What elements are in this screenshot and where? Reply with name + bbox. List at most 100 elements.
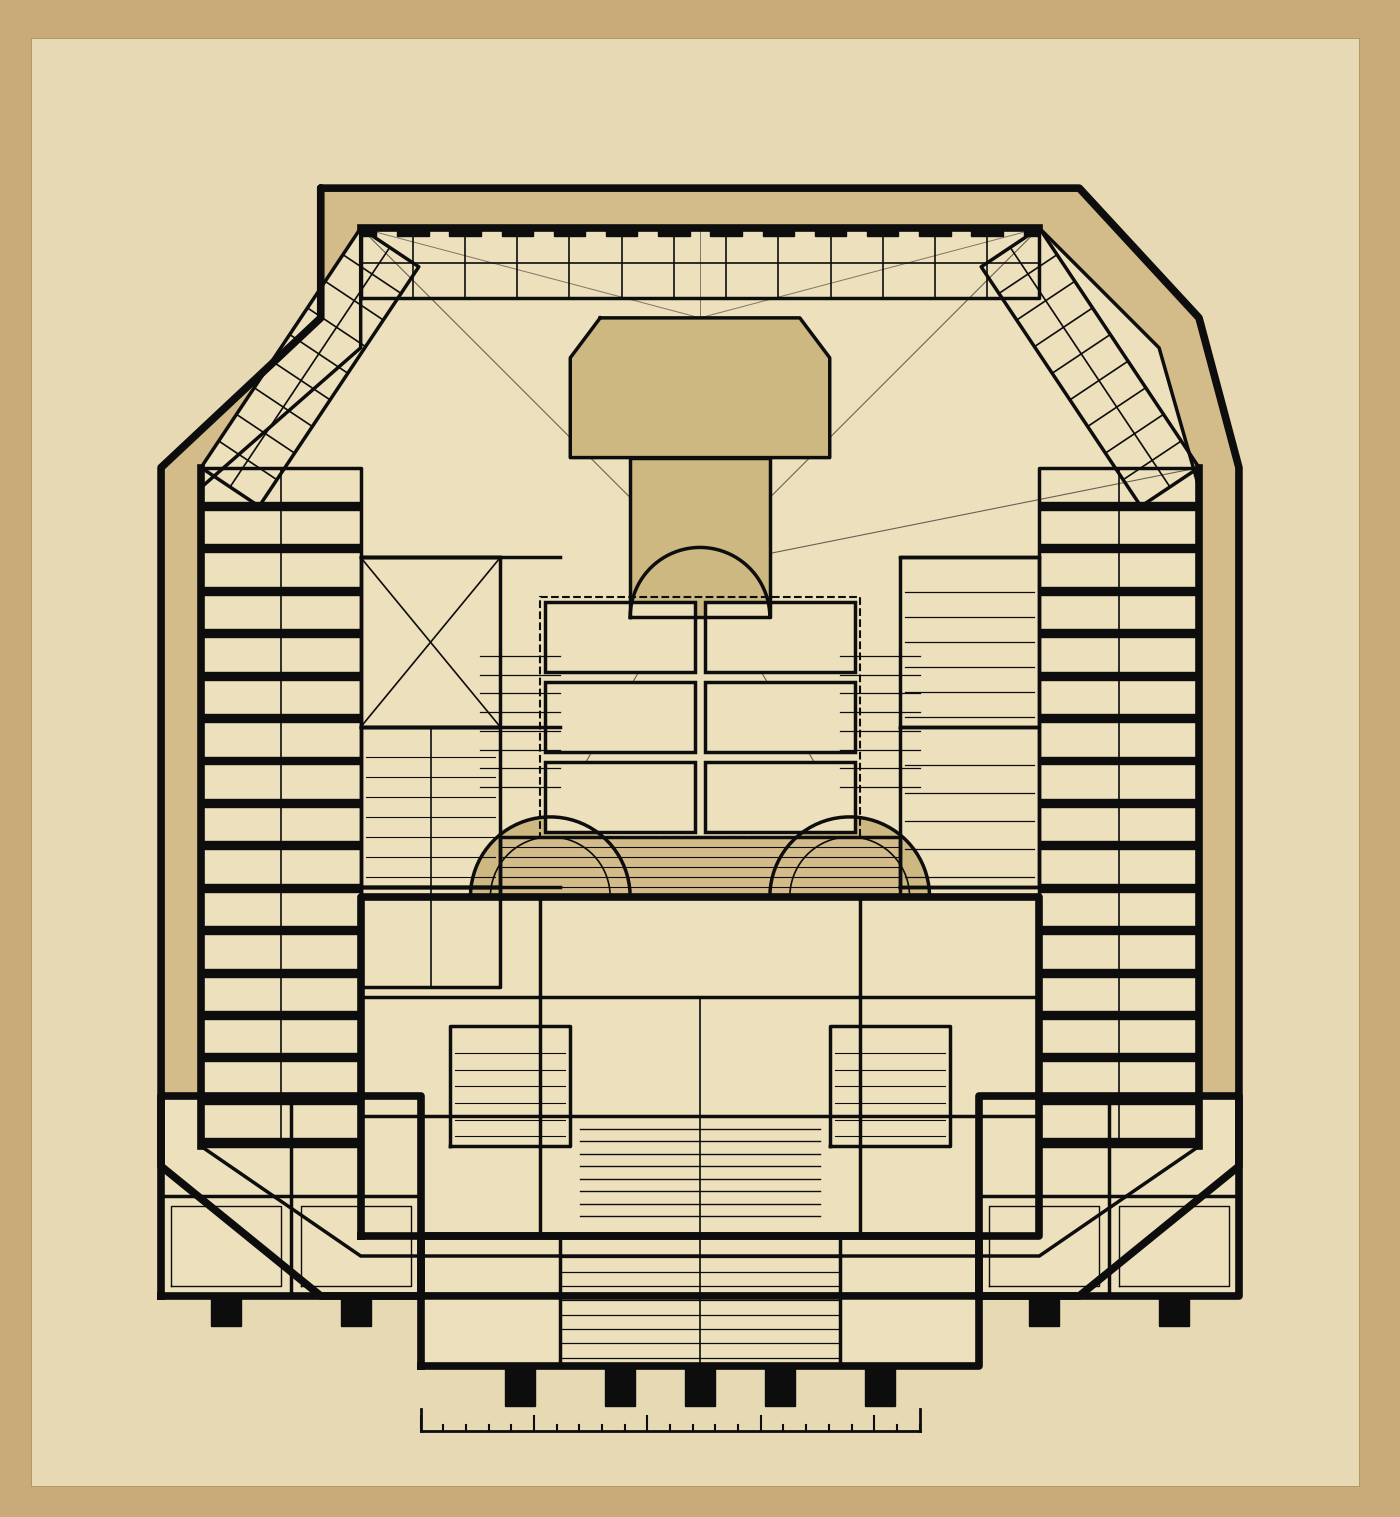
Polygon shape: [622, 228, 637, 237]
Polygon shape: [980, 1097, 1239, 1296]
Polygon shape: [990, 1206, 1099, 1286]
Polygon shape: [658, 228, 673, 237]
Polygon shape: [1039, 757, 1198, 765]
Polygon shape: [1039, 1138, 1198, 1147]
FancyBboxPatch shape: [31, 38, 1358, 1485]
Polygon shape: [900, 557, 1039, 727]
Polygon shape: [202, 467, 361, 1147]
Polygon shape: [727, 228, 742, 237]
Polygon shape: [935, 228, 951, 237]
Polygon shape: [830, 228, 846, 237]
Polygon shape: [202, 757, 361, 765]
Polygon shape: [1039, 545, 1198, 552]
Polygon shape: [202, 799, 361, 807]
Polygon shape: [1039, 968, 1198, 977]
Polygon shape: [630, 548, 770, 617]
Polygon shape: [361, 228, 377, 237]
Polygon shape: [830, 1027, 949, 1147]
Polygon shape: [161, 1097, 420, 1296]
Polygon shape: [570, 228, 585, 237]
Polygon shape: [865, 1365, 895, 1406]
Polygon shape: [202, 228, 1198, 1256]
Polygon shape: [211, 1296, 241, 1326]
Polygon shape: [710, 228, 727, 237]
Polygon shape: [202, 228, 419, 507]
Polygon shape: [1039, 467, 1198, 1147]
Polygon shape: [361, 897, 1039, 1236]
Polygon shape: [361, 557, 500, 727]
Polygon shape: [202, 1095, 361, 1104]
Bar: [546, 602, 694, 672]
Bar: [706, 762, 854, 831]
Bar: [546, 762, 694, 831]
Polygon shape: [685, 1365, 715, 1406]
Polygon shape: [202, 1010, 361, 1019]
Bar: [540, 598, 860, 837]
Polygon shape: [202, 927, 361, 934]
Polygon shape: [361, 727, 500, 887]
Polygon shape: [1039, 715, 1198, 722]
Polygon shape: [470, 818, 630, 897]
Polygon shape: [202, 545, 361, 552]
Polygon shape: [1039, 1053, 1198, 1062]
Polygon shape: [815, 228, 830, 237]
Polygon shape: [517, 228, 533, 237]
Polygon shape: [505, 1365, 535, 1406]
Polygon shape: [554, 228, 570, 237]
Polygon shape: [340, 1296, 371, 1326]
Polygon shape: [449, 228, 465, 237]
Polygon shape: [1039, 842, 1198, 850]
Polygon shape: [605, 1365, 636, 1406]
Polygon shape: [1159, 1296, 1189, 1326]
Polygon shape: [1023, 228, 1039, 237]
Polygon shape: [570, 319, 830, 458]
Polygon shape: [1119, 1206, 1229, 1286]
Polygon shape: [1039, 884, 1198, 892]
Bar: [706, 602, 854, 672]
Polygon shape: [202, 1138, 361, 1147]
Polygon shape: [981, 228, 1198, 507]
Polygon shape: [202, 502, 361, 510]
Polygon shape: [630, 458, 770, 617]
Bar: [546, 683, 694, 752]
Polygon shape: [451, 1027, 570, 1147]
Polygon shape: [202, 1053, 361, 1062]
Polygon shape: [1039, 502, 1198, 510]
Polygon shape: [465, 228, 480, 237]
Polygon shape: [673, 228, 690, 237]
Polygon shape: [1039, 927, 1198, 934]
Polygon shape: [1029, 1296, 1060, 1326]
Polygon shape: [420, 1236, 980, 1365]
Polygon shape: [202, 715, 361, 722]
Polygon shape: [1039, 1010, 1198, 1019]
Polygon shape: [764, 1365, 795, 1406]
Polygon shape: [900, 727, 1039, 887]
Polygon shape: [770, 818, 930, 897]
Polygon shape: [972, 228, 987, 237]
Polygon shape: [1039, 630, 1198, 637]
Polygon shape: [202, 672, 361, 680]
Polygon shape: [883, 228, 899, 237]
Polygon shape: [920, 228, 935, 237]
Polygon shape: [413, 228, 428, 237]
Polygon shape: [361, 228, 1039, 297]
Polygon shape: [1039, 799, 1198, 807]
Polygon shape: [171, 1206, 281, 1286]
Polygon shape: [202, 842, 361, 850]
Polygon shape: [202, 968, 361, 977]
Polygon shape: [1039, 587, 1198, 595]
Polygon shape: [1039, 1095, 1198, 1104]
Polygon shape: [202, 884, 361, 892]
Polygon shape: [1039, 672, 1198, 680]
Polygon shape: [778, 228, 794, 237]
Polygon shape: [202, 630, 361, 637]
Polygon shape: [301, 1206, 410, 1286]
Polygon shape: [501, 228, 517, 237]
Polygon shape: [398, 228, 413, 237]
Polygon shape: [361, 887, 500, 986]
Polygon shape: [987, 228, 1002, 237]
Polygon shape: [202, 587, 361, 595]
Polygon shape: [763, 228, 778, 237]
Polygon shape: [606, 228, 622, 237]
Polygon shape: [500, 837, 900, 897]
